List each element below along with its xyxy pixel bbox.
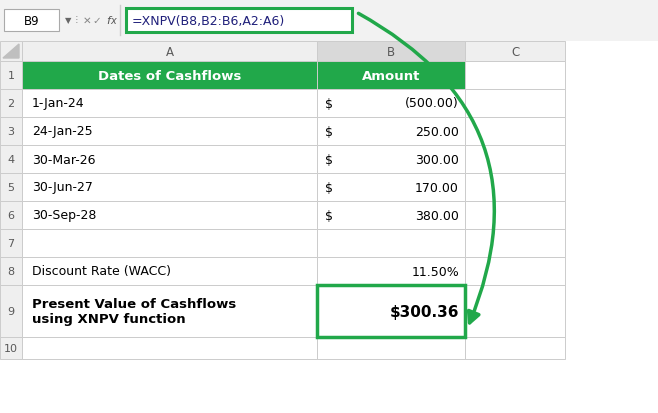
Bar bbox=[0, 42, 22, 62]
Text: 1-Jan-24: 1-Jan-24 bbox=[32, 97, 85, 110]
Bar bbox=[465, 173, 565, 202]
Bar bbox=[4, 10, 59, 32]
Text: 3: 3 bbox=[7, 127, 14, 137]
Bar bbox=[465, 42, 565, 62]
Text: Discount Rate (WACC): Discount Rate (WACC) bbox=[32, 265, 171, 278]
Bar bbox=[0, 257, 22, 285]
Bar bbox=[317, 146, 465, 173]
Text: ✕: ✕ bbox=[83, 16, 91, 26]
Bar bbox=[22, 146, 317, 173]
Bar bbox=[465, 257, 565, 285]
Bar bbox=[317, 285, 465, 337]
Bar bbox=[22, 173, 317, 202]
Text: 11.50%: 11.50% bbox=[411, 265, 459, 278]
Bar bbox=[317, 42, 465, 62]
Bar bbox=[22, 90, 317, 118]
Text: $300.36: $300.36 bbox=[390, 304, 459, 319]
Bar bbox=[22, 42, 317, 62]
Text: $: $ bbox=[325, 209, 333, 222]
Bar bbox=[465, 62, 565, 90]
Bar bbox=[317, 173, 465, 202]
Text: (500.00): (500.00) bbox=[405, 97, 459, 110]
Bar bbox=[0, 118, 22, 146]
Text: 30-Mar-26: 30-Mar-26 bbox=[32, 153, 95, 166]
Text: Present Value of Cashflows
using XNPV function: Present Value of Cashflows using XNPV fu… bbox=[32, 297, 236, 325]
Text: ⁝: ⁝ bbox=[75, 16, 79, 26]
Text: 30-Jun-27: 30-Jun-27 bbox=[32, 181, 93, 194]
Bar bbox=[22, 62, 317, 90]
Bar bbox=[126, 9, 352, 33]
Text: 9: 9 bbox=[7, 306, 14, 316]
Bar bbox=[22, 337, 317, 359]
Text: 300.00: 300.00 bbox=[415, 153, 459, 166]
Bar bbox=[317, 337, 465, 359]
Bar bbox=[22, 118, 317, 146]
Bar bbox=[317, 202, 465, 230]
Text: 250.00: 250.00 bbox=[415, 125, 459, 138]
Bar bbox=[0, 202, 22, 230]
Bar bbox=[0, 90, 22, 118]
Bar bbox=[0, 230, 22, 257]
Bar bbox=[465, 146, 565, 173]
Text: $: $ bbox=[325, 97, 333, 110]
Text: x: x bbox=[110, 16, 116, 26]
Bar bbox=[0, 42, 658, 413]
Text: 2: 2 bbox=[7, 99, 14, 109]
Text: 380.00: 380.00 bbox=[415, 209, 459, 222]
Text: ▼: ▼ bbox=[64, 17, 71, 26]
Bar bbox=[0, 285, 22, 337]
Bar bbox=[0, 337, 22, 359]
Bar bbox=[465, 90, 565, 118]
Bar bbox=[465, 118, 565, 146]
Text: =XNPV(B8,B2:B6,A2:A6): =XNPV(B8,B2:B6,A2:A6) bbox=[132, 14, 286, 27]
Text: Amount: Amount bbox=[362, 69, 420, 82]
Text: B9: B9 bbox=[24, 14, 39, 27]
Bar bbox=[317, 257, 465, 285]
Text: ✓: ✓ bbox=[93, 16, 101, 26]
Text: $: $ bbox=[325, 153, 333, 166]
Text: 1: 1 bbox=[7, 71, 14, 81]
Bar bbox=[465, 202, 565, 230]
Bar bbox=[22, 285, 317, 337]
Bar bbox=[465, 285, 565, 337]
Text: 7: 7 bbox=[7, 238, 14, 248]
Bar bbox=[22, 202, 317, 230]
Text: 30-Sep-28: 30-Sep-28 bbox=[32, 209, 96, 222]
Bar bbox=[0, 62, 22, 90]
Bar bbox=[0, 173, 22, 202]
Text: $: $ bbox=[325, 125, 333, 138]
Bar bbox=[317, 90, 465, 118]
Text: 24-Jan-25: 24-Jan-25 bbox=[32, 125, 93, 138]
Text: 8: 8 bbox=[7, 266, 14, 276]
Bar bbox=[317, 62, 465, 90]
Text: 10: 10 bbox=[4, 343, 18, 353]
Bar bbox=[465, 230, 565, 257]
Polygon shape bbox=[3, 45, 19, 59]
Text: Dates of Cashflows: Dates of Cashflows bbox=[98, 69, 241, 82]
Text: 4: 4 bbox=[7, 154, 14, 165]
Text: A: A bbox=[166, 45, 174, 58]
Text: B: B bbox=[387, 45, 395, 58]
Text: 5: 5 bbox=[7, 183, 14, 192]
Bar bbox=[317, 118, 465, 146]
Text: $: $ bbox=[325, 181, 333, 194]
Bar bbox=[317, 230, 465, 257]
Text: 6: 6 bbox=[7, 211, 14, 221]
Bar bbox=[22, 230, 317, 257]
Bar bbox=[0, 146, 22, 173]
Bar bbox=[465, 337, 565, 359]
Text: 170.00: 170.00 bbox=[415, 181, 459, 194]
Bar bbox=[22, 257, 317, 285]
Bar bbox=[0, 0, 658, 42]
Text: C: C bbox=[511, 45, 519, 58]
Text: f: f bbox=[106, 16, 110, 26]
